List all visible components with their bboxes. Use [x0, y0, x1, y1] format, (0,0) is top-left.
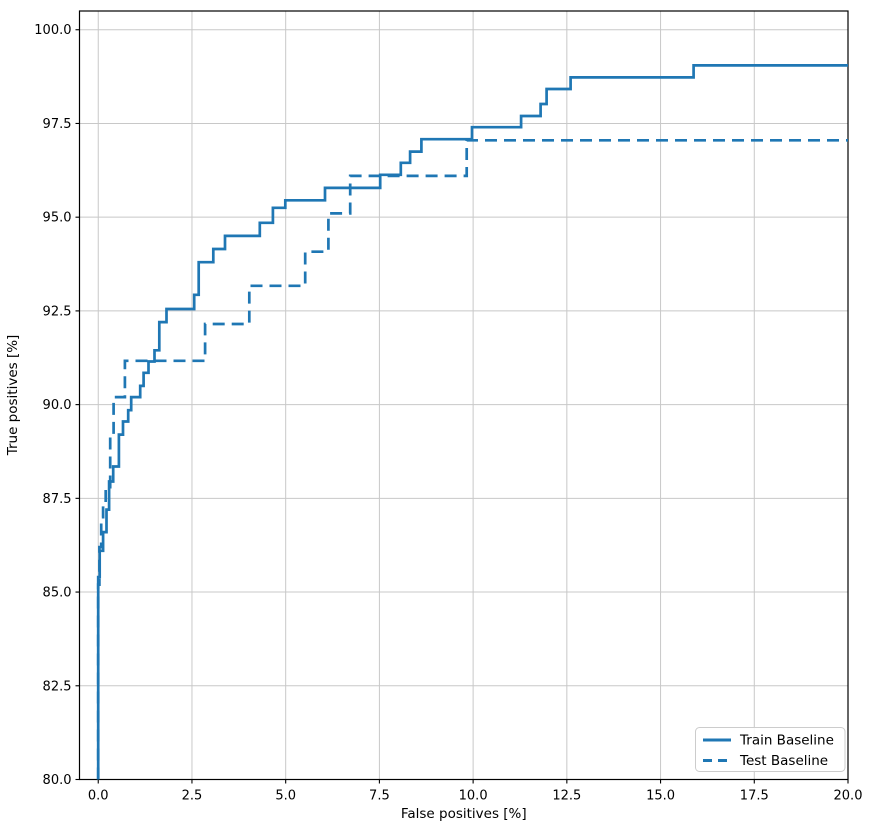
grid-layer — [79, 11, 849, 780]
x-tick-label: 12.5 — [552, 789, 581, 804]
y-tick-label: 100.0 — [34, 23, 71, 38]
legend-train-label: Train Baseline — [739, 733, 834, 749]
legend-test-label: Test Baseline — [739, 753, 828, 769]
x-axis-label: False positives [%] — [401, 806, 527, 822]
x-tick-label: 15.0 — [646, 789, 675, 804]
y-tick-label: 97.5 — [43, 117, 72, 132]
x-tick-label: 10.0 — [459, 789, 488, 804]
x-tick-label: 5.0 — [275, 789, 296, 804]
y-tick-label: 80.0 — [43, 773, 72, 788]
train-baseline-line — [96, 64, 848, 780]
legend: Train Baseline Test Baseline — [695, 727, 846, 772]
test-baseline-line — [96, 138, 848, 780]
series-layer — [96, 64, 848, 780]
legend-frame — [695, 727, 846, 772]
x-tick-label: 2.5 — [182, 789, 203, 804]
x-tick-label: 0.0 — [88, 789, 109, 804]
x-tick-label: 7.5 — [369, 789, 390, 804]
y-tick-label: 82.5 — [43, 679, 72, 694]
x-tick-label: 17.5 — [740, 789, 769, 804]
plot-border — [78, 10, 849, 781]
tick-layer: 0.0 2.5 5.0 7.5 10.0 12.5 15.0 17.5 20.0 80.0 82.5… — [34, 23, 862, 803]
y-tick-label: 95.0 — [43, 211, 72, 226]
y-axis-label: True positives [%] — [5, 335, 21, 457]
x-tick-label: 20.0 — [834, 789, 863, 804]
y-tick-label: 92.5 — [43, 304, 72, 319]
y-tick-label: 90.0 — [43, 398, 72, 413]
y-tick-label: 85.0 — [43, 586, 72, 601]
y-tick-label: 87.5 — [43, 492, 72, 507]
